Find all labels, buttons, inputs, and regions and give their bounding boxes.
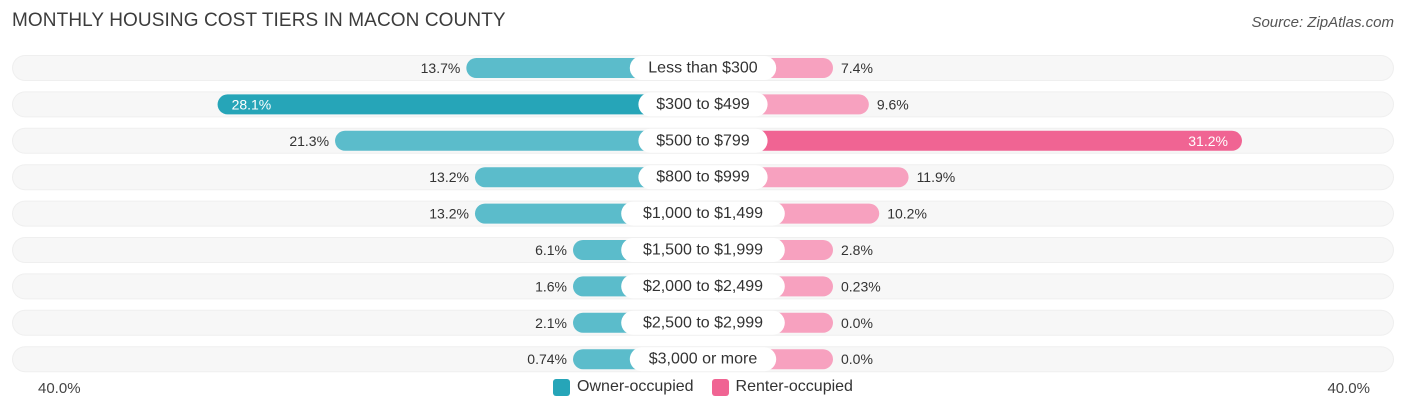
category-pill [621, 310, 785, 335]
category-pill [621, 201, 785, 226]
renter-value-label: 2.8% [841, 242, 873, 258]
owner-bar [217, 94, 703, 115]
category-pill [638, 165, 768, 190]
renter-value-label: 0.0% [841, 351, 873, 367]
category-pill [638, 128, 768, 153]
category-pill [629, 56, 777, 80]
category-pill [638, 92, 768, 117]
legend-label-owner: Owner-occupied [577, 378, 694, 395]
renter-value-label: 0.23% [841, 278, 881, 294]
renter-value-label: 0.0% [841, 315, 873, 331]
owner-value-label: 0.74% [527, 351, 567, 367]
legend-swatch-owner [553, 378, 571, 396]
chart-title: MONTHLY HOUSING COST TIERS IN MACON COUN… [12, 10, 506, 31]
owner-value-label: 28.1% [232, 96, 272, 112]
legend-item-renter: Renter-occupied [711, 378, 853, 396]
category-label: $2,000 to $2,499 [643, 278, 763, 295]
legend-label-renter: Renter-occupied [735, 378, 853, 395]
category-label: $300 to $499 [656, 96, 750, 113]
owner-value-label: 13.2% [429, 206, 469, 222]
owner-value-label: 13.7% [421, 60, 461, 76]
category-label: $3,000 or more [649, 351, 758, 368]
category-pill [629, 347, 777, 372]
category-label: $500 to $799 [656, 132, 750, 149]
legend-swatch-renter [711, 378, 729, 396]
chart-source: Source: ZipAtlas.com [1251, 14, 1394, 31]
owner-bar [335, 130, 703, 151]
owner-value-label: 6.1% [535, 242, 567, 258]
renter-value-label: 11.9% [917, 169, 956, 185]
owner-value-label: 21.3% [289, 133, 329, 149]
renter-bar [703, 130, 1242, 151]
category-label: $1,000 to $1,499 [643, 205, 763, 222]
axis-right-label: 40.0% [1327, 380, 1370, 397]
category-label: $800 to $999 [656, 169, 750, 186]
owner-value-label: 13.2% [429, 169, 469, 185]
category-label: $2,500 to $2,999 [643, 314, 763, 331]
renter-value-label: 10.2% [887, 206, 927, 222]
category-label: $1,500 to $1,999 [643, 242, 763, 259]
legend-item-owner: Owner-occupied [553, 378, 694, 396]
axis-left-label: 40.0% [38, 380, 81, 397]
category-pill [621, 238, 785, 262]
owner-value-label: 1.6% [535, 278, 567, 294]
owner-value-label: 2.1% [535, 315, 567, 331]
renter-value-label: 7.4% [841, 60, 873, 76]
renter-value-label: 31.2% [1188, 133, 1228, 149]
category-pill [621, 274, 785, 299]
category-label: Less than $300 [648, 60, 758, 77]
chart-legend: Owner-occupied Renter-occupied [0, 378, 1406, 396]
renter-value-label: 9.6% [877, 96, 909, 112]
